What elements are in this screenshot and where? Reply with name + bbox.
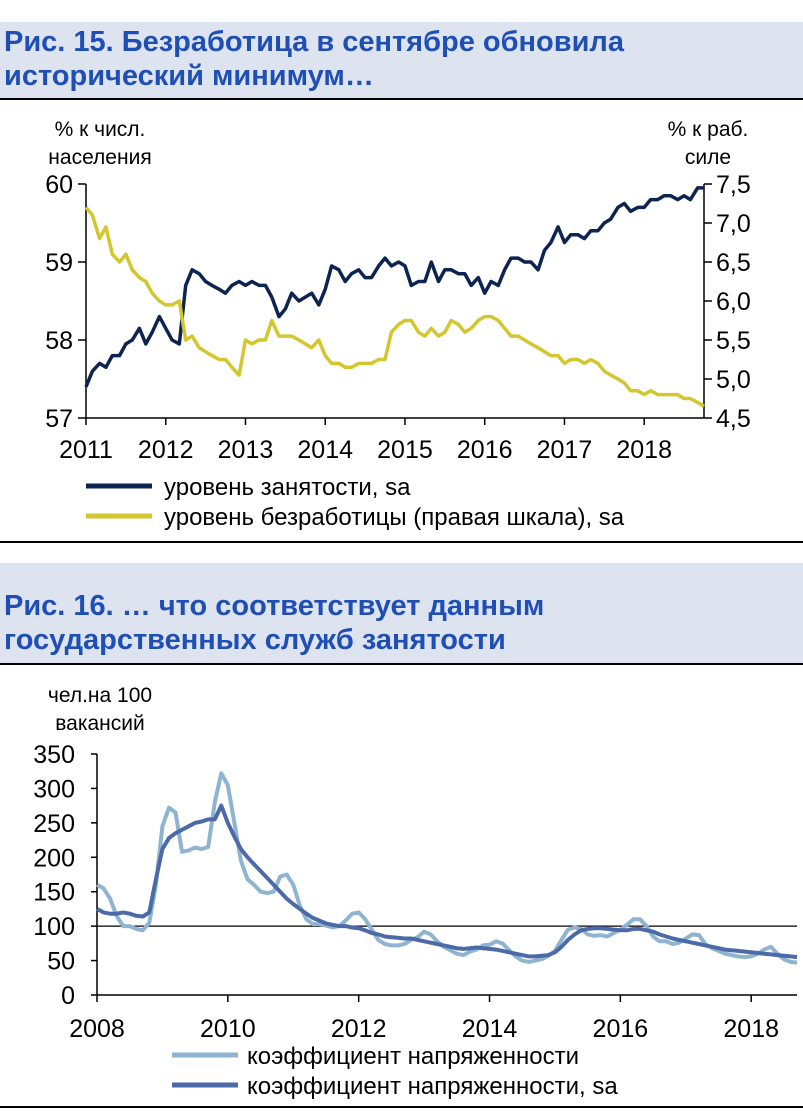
chart2-y-tick-label: 200 [33,844,75,872]
chart1-series-line-1 [84,186,704,388]
chart1-title-rule [0,98,803,100]
chart2-x-tick-label: 2014 [462,1015,518,1043]
chart2-x-tick-label: 2008 [69,1015,125,1043]
chart1-right-tick-label: 6,0 [716,288,751,316]
chart2-series [96,771,798,965]
chart1-right-tick-label: 5,5 [716,327,751,355]
chart1-right-tick-label: 6,5 [716,249,751,277]
chart1-x-tick-label: 2011 [59,436,113,464]
chart1-left-tick-label: 57 [45,405,73,433]
chart2-x-tick-label: 2012 [331,1015,387,1043]
chart2-title-box: Рис. 16. … что соответствует данным госу… [0,563,803,663]
chart2-title-rule [0,663,803,665]
chart2-y-tick-label: 250 [33,810,75,838]
chart2-legend-label-1: коэффициент напряженности [247,1043,579,1070]
chart1-legend-label-1: уровень занятости, sa [164,474,411,501]
chart1-left-unit-line1: % к числ. [55,118,146,141]
chart1-x-tick-label: 2015 [377,436,433,464]
chart1-x-tick-label: 2018 [616,436,672,464]
chart1-left-tick-label: 60 [45,171,73,199]
chart1-right-tick-label: 7,5 [716,171,751,199]
chart1-right-unit-line1: % к раб. [668,118,749,141]
chart1-left-unit-line2: населения [48,146,151,169]
chart2-x-tick-label: 2018 [723,1015,779,1043]
chart1-right-tick-label: 5,0 [716,366,751,394]
chart2: чел.на 100 вакансий 0 50 100 150 200 250 300 35… [33,684,798,1100]
chart2-x-tick-label: 2016 [593,1015,649,1043]
chart2-series-line-2 [96,803,798,960]
chart1-x-tick-label: 2017 [537,436,593,464]
chart2-title-line2: государственных служб занятости [4,624,506,656]
chart2-legend: коэффициент напряженности коэффициент нап… [172,1043,618,1100]
chart1-title-box: Рис. 15. Безработица в сентябре обновила… [0,22,803,98]
chart1-legend-label-2: уровень безработицы (правая шкала), sa [164,504,625,531]
chart1-left-tick-label: 58 [45,327,73,355]
chart1-x-tick-label: 2012 [138,436,194,464]
chart1-series-line-2 [84,206,705,408]
chart2-axes: 0 50 100 150 200 250 300 350 2008 2010 2012 2014 201… [33,741,797,1043]
chart2-y-tick-label: 100 [33,913,75,941]
chart1-x-tick-label: 2013 [218,436,274,464]
chart2-y-tick-label: 50 [47,948,75,976]
chart2-y-tick-label: 350 [33,741,75,769]
chart2-x-tick-label: 2010 [200,1015,256,1043]
chart2-title-line1: Рис. 16. … что соответствует данным [4,590,545,622]
chart1-series [84,186,705,408]
chart1-right-tick-label: 4,5 [716,405,751,433]
chart1-x-tick-label: 2016 [457,436,513,464]
chart2-y-tick-label: 150 [33,879,75,907]
chart2-series-line-1 [96,771,798,965]
chart1-right-tick-label: 7,0 [716,210,751,238]
chart2-unit-line2: вакансий [55,712,145,735]
chart1: % к числ. населения % к раб. силе 57 58 59… [45,118,751,531]
chart1-title-line2: исторический минимум… [4,60,374,92]
chart1-legend: уровень занятости, sa уровень безработицы… [86,474,625,531]
chart2-y-tick-label: 0 [61,982,75,1010]
chart2-y-tick-label: 300 [33,775,75,803]
chart1-left-tick-label: 59 [45,249,73,277]
chart1-title-line1: Рис. 15. Безработица в сентябре обновила [4,26,624,58]
chart1-x-tick-label: 2014 [297,436,353,464]
chart1-right-unit-line2: силе [685,146,731,169]
chart1-bottom-rule [0,541,803,543]
chart2-legend-label-2: коэффициент напряженности, sa [247,1073,618,1100]
chart2-unit-line1: чел.на 100 [48,684,152,707]
chart2-bottom-rule [0,1106,803,1108]
chart1-axes: 57 58 59 60 4,5 5,0 5,5 6,0 6,5 7,0 7,5 2011 2012 201… [45,171,751,464]
